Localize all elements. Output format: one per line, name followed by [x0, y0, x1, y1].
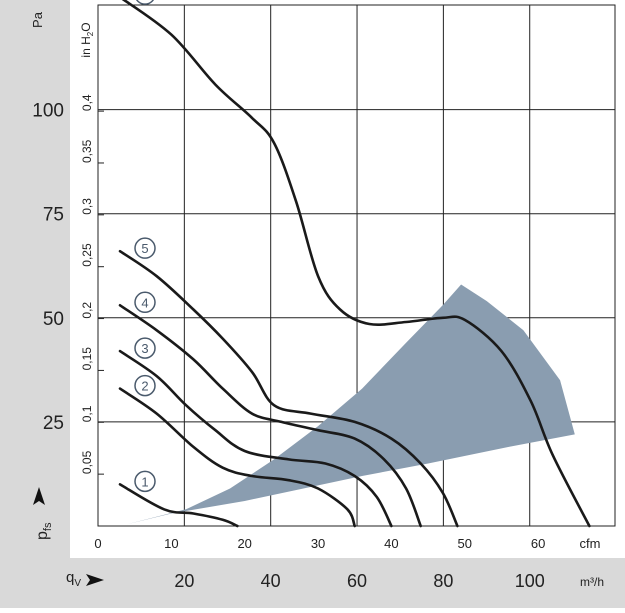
- series-marker-4: 4: [134, 291, 156, 314]
- series-marker-label: 3: [141, 341, 148, 356]
- cfm-tick-label: 0: [94, 536, 101, 551]
- m3h-tick-label: 80: [433, 571, 453, 591]
- cfm-unit-label: cfm: [580, 536, 601, 551]
- cfm-tick-label: 40: [384, 536, 398, 551]
- series-layer: [118, 0, 591, 528]
- operating-region-layer: [120, 284, 575, 526]
- series-line-1: [118, 483, 239, 528]
- in-h2o-sub-label: 2: [86, 31, 95, 36]
- in-h2o-tick-label-group: 0,05: [80, 450, 94, 474]
- in-h2o-tick-label: 0,1: [80, 405, 94, 422]
- series-line-4: [118, 304, 422, 528]
- series-marker-circle: [135, 0, 155, 5]
- in-h2o-tick-label-group: 0,35: [80, 139, 94, 163]
- in-h2o-unit-group: in H2O: [79, 22, 95, 57]
- in-h2o-unit-label: in H: [79, 36, 93, 57]
- qv-q-label: q: [66, 569, 74, 586]
- series-marker-label: 2: [141, 379, 148, 394]
- operating-region: [120, 284, 575, 526]
- in-h2o-tick-label-group: 0,3: [80, 198, 94, 215]
- bottom-axis-band: [0, 558, 625, 608]
- series-marker-circle: [134, 470, 156, 493]
- series-marker-label: 1: [141, 474, 148, 489]
- in-h2o-tick-label-group: 0,2: [80, 302, 94, 319]
- series-line-6: [121, 0, 591, 528]
- pfs-sub-label: fs: [42, 522, 54, 531]
- svg-text:pfs: pfs: [34, 522, 54, 540]
- cfm-tick-label: 60: [531, 536, 545, 551]
- series-marker-label: 6: [141, 0, 148, 2]
- series-marker-3: 3: [134, 337, 156, 359]
- svg-text:qV: qV: [66, 569, 81, 589]
- series-marker-circle: [134, 337, 156, 359]
- series-line-5: [118, 249, 459, 528]
- pa-tick-label: 75: [43, 205, 64, 226]
- qv-arrow-icon: [86, 574, 104, 586]
- in-h2o-tick-label: 0,05: [80, 450, 94, 474]
- series-marker-5: 5: [134, 237, 156, 259]
- pa-tick-label: 100: [32, 101, 64, 122]
- series-marker-2: 2: [134, 374, 156, 397]
- m3h-tick-label: 100: [515, 571, 545, 591]
- cfm-tick-label: 30: [311, 536, 325, 551]
- series-marker-1: 1: [134, 470, 156, 493]
- plot-frame: [97, 4, 616, 527]
- series-marker-label: 5: [141, 241, 148, 256]
- pfs-arrow-icon: [33, 487, 45, 505]
- m3h-tick-label: 40: [261, 571, 281, 591]
- pa-tick-label: 50: [43, 309, 64, 330]
- in-h2o-tick-label: 0,15: [80, 347, 94, 371]
- label-layer: 1 2 3 4 5 6: [134, 0, 156, 493]
- in-h2o-tick-label-group: 0,25: [80, 243, 94, 267]
- m3h-tick-label: 60: [347, 571, 367, 591]
- left-axis-band: [0, 0, 70, 558]
- qv-axis-label: qV: [66, 569, 104, 589]
- in-h2o-o-label: O: [79, 22, 93, 31]
- in-h2o-tick-label: 0,4: [80, 94, 94, 111]
- series-marker-circle: [134, 237, 156, 259]
- series-line-3: [118, 349, 393, 528]
- series-marker-circle: [134, 374, 156, 397]
- cfm-axis-strip: [70, 527, 625, 558]
- svg-text:in H2O: in H2O: [79, 22, 95, 57]
- in-h2o-tick-label: 0,25: [80, 243, 94, 267]
- cfm-tick-label: 20: [237, 536, 251, 551]
- pa-unit-label: Pa: [30, 11, 45, 28]
- pfs-axis-label: pfs: [33, 487, 54, 540]
- in-h2o-tick-label-group: 0,4: [80, 94, 94, 111]
- m3h-unit-label: m³/h: [580, 575, 604, 589]
- m3h-tick-label: 20: [174, 571, 194, 591]
- pfs-p-label: p: [34, 531, 51, 540]
- series-marker-6: 6: [135, 0, 155, 5]
- in-h2o-tick-label: 0,35: [80, 139, 94, 163]
- series-marker-circle: [134, 291, 156, 314]
- qv-sub-label: V: [74, 578, 81, 589]
- in-h2o-tick-label: 0,3: [80, 198, 94, 215]
- series-marker-label: 4: [141, 295, 148, 310]
- in-h2o-tick-label-group: 0,1: [80, 405, 94, 422]
- series-line-2: [118, 387, 356, 528]
- in-h2o-tick-label: 0,2: [80, 302, 94, 319]
- pa-tick-label: 25: [43, 413, 64, 434]
- in-h2o-tick-label-group: 0,15: [80, 347, 94, 371]
- cfm-tick-label: 10: [164, 536, 178, 551]
- cfm-tick-label: 50: [458, 536, 472, 551]
